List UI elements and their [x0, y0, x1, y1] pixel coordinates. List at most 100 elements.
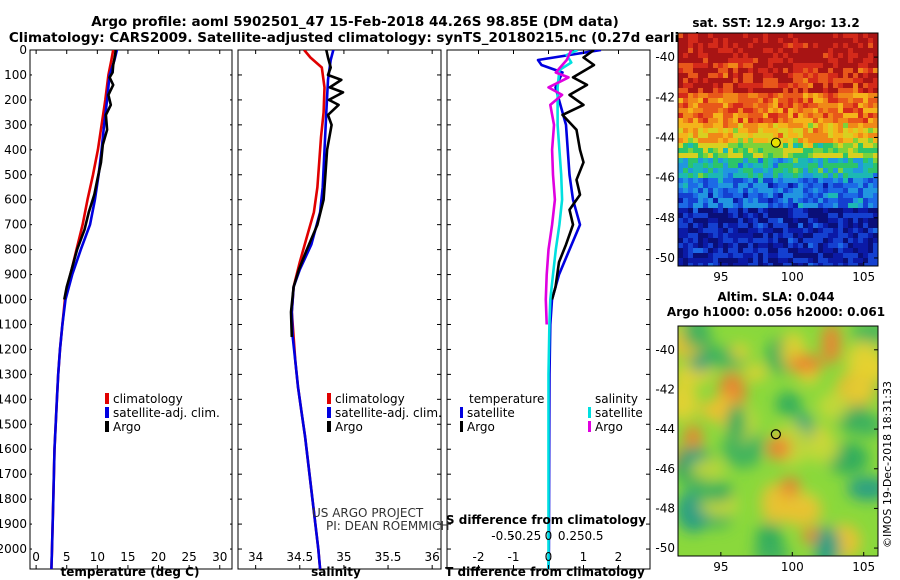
sst-cell	[783, 38, 788, 43]
depth-tick-label: 900	[4, 268, 27, 282]
sst-cell	[853, 143, 858, 148]
sst-cell	[833, 218, 838, 223]
sst-cell	[828, 48, 833, 53]
sst-cell	[703, 233, 708, 238]
sst-cell	[728, 243, 733, 248]
sst-cell	[758, 63, 763, 68]
sst-cell	[708, 173, 713, 178]
sst-cell	[723, 78, 728, 83]
sst-cell	[703, 103, 708, 108]
sst-cell	[843, 88, 848, 93]
sst-cell	[798, 203, 803, 208]
x-tick-label: 25	[182, 550, 197, 564]
sst-cell	[848, 103, 853, 108]
sst-cell	[728, 173, 733, 178]
sst-cell	[833, 143, 838, 148]
sst-cell	[793, 108, 798, 113]
sst-cell	[723, 173, 728, 178]
sst-cell	[703, 108, 708, 113]
sst-cell	[808, 243, 813, 248]
sla-blob	[730, 343, 750, 360]
sst-cell	[708, 228, 713, 233]
sst-cell	[708, 83, 713, 88]
sst-cell	[698, 128, 703, 133]
sst-cell	[843, 138, 848, 143]
sst-cell	[743, 123, 748, 128]
sst-cell	[688, 63, 693, 68]
sst-cell	[848, 88, 853, 93]
sst-cell	[798, 103, 803, 108]
sst-cell	[858, 138, 863, 143]
sst-cell	[808, 98, 813, 103]
sst-cell	[833, 208, 838, 213]
sst-cell	[813, 213, 818, 218]
sst-cell	[843, 173, 848, 178]
sst-cell	[703, 208, 708, 213]
sst-cell	[723, 123, 728, 128]
sst-cell	[863, 223, 868, 228]
sst-cell	[868, 78, 873, 83]
sst-cell	[688, 53, 693, 58]
sst-cell	[718, 118, 723, 123]
sst-cell	[733, 203, 738, 208]
sst-cell	[798, 248, 803, 253]
sst-cell	[708, 43, 713, 48]
sst-cell	[813, 68, 818, 73]
sst-cell	[738, 223, 743, 228]
sst-cell	[738, 213, 743, 218]
sst-cell	[848, 223, 853, 228]
sst-cell	[703, 198, 708, 203]
sst-cell	[783, 43, 788, 48]
sst-cell	[683, 53, 688, 58]
sst-cell	[788, 68, 793, 73]
sst-cell	[708, 218, 713, 223]
sst-cell	[788, 248, 793, 253]
sst-cell	[693, 233, 698, 238]
salinity-x-ticks: 34 34.5 35 35.5 36	[248, 50, 440, 569]
sst-cell	[838, 188, 843, 193]
sst-cell	[858, 33, 863, 38]
sst-cell	[868, 38, 873, 43]
sst-cell	[763, 138, 768, 143]
sst-cell	[873, 148, 878, 153]
sst-cell	[743, 248, 748, 253]
sst-cell	[743, 93, 748, 98]
sla-blob	[814, 526, 841, 556]
sst-cell	[703, 228, 708, 233]
sst-cell	[773, 178, 778, 183]
sst-cell	[748, 178, 753, 183]
sst-cell	[833, 133, 838, 138]
sst-cell	[843, 213, 848, 218]
sst-cell	[683, 128, 688, 133]
sst-cell	[783, 143, 788, 148]
sst-cell	[748, 223, 753, 228]
sst-cell	[753, 228, 758, 233]
sst-cell	[808, 38, 813, 43]
sst-cell	[708, 108, 713, 113]
sst-cell	[838, 143, 843, 148]
sst-cell	[823, 98, 828, 103]
sst-cell	[773, 158, 778, 163]
sst-cell	[848, 228, 853, 233]
sst-cell	[828, 188, 833, 193]
sst-cell	[678, 238, 683, 243]
sst-cell	[748, 63, 753, 68]
sst-cell	[813, 248, 818, 253]
sst-cell	[748, 38, 753, 43]
sst-cell	[873, 233, 878, 238]
sst-cell	[863, 128, 868, 133]
sst-cell	[818, 63, 823, 68]
sst-cell	[743, 113, 748, 118]
sst-cell	[713, 53, 718, 58]
sst-cell	[708, 48, 713, 53]
sst-cell	[688, 158, 693, 163]
x-tick-label: 35	[336, 550, 351, 564]
sst-cell	[763, 48, 768, 53]
sst-cell	[728, 103, 733, 108]
sst-cell	[703, 73, 708, 78]
sst-cell	[768, 258, 773, 263]
sst-cell	[743, 203, 748, 208]
sst-cell	[723, 58, 728, 63]
sla-blobs	[678, 326, 878, 556]
sst-cell	[848, 158, 853, 163]
